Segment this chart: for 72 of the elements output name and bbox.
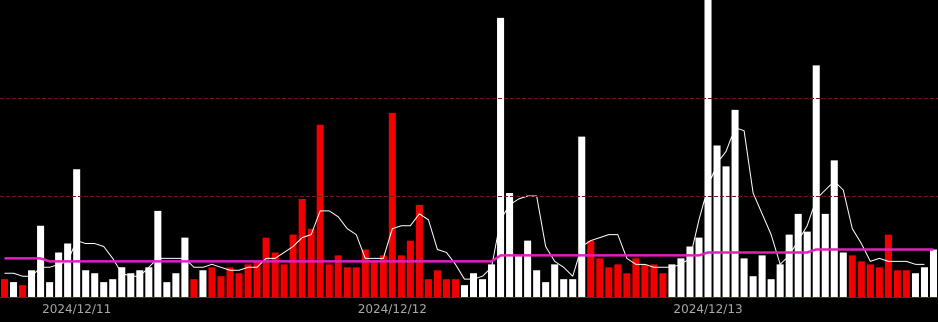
bar [163,282,170,297]
bar [362,249,369,297]
bar [254,261,261,297]
bar [398,255,405,297]
bar [82,270,90,297]
bar [262,238,270,297]
bar [560,279,568,297]
bar [641,264,648,297]
bar [515,255,522,297]
bar [866,264,874,297]
bar [840,252,847,297]
bar [442,279,450,297]
bar [272,252,279,297]
bar [876,267,883,297]
bar [605,267,612,297]
bar [524,240,532,297]
bar [632,258,640,297]
bar [172,273,180,297]
bar [208,267,216,297]
bar [298,198,306,297]
bar [884,234,892,297]
bar [388,112,396,297]
bar [623,273,630,297]
bar [199,270,206,297]
bar [190,279,198,297]
bar [542,282,550,297]
bar [894,270,901,297]
bar [217,276,224,297]
bar [768,279,775,297]
bar [10,282,18,297]
bar [858,261,865,297]
bar [533,270,540,297]
bar [424,279,432,297]
bar [308,228,315,297]
bar [758,255,766,297]
bar [722,166,730,297]
bar [848,255,856,297]
bar [91,273,98,297]
bar [0,279,8,297]
bar [659,273,666,297]
bar [920,267,928,297]
bar [326,264,333,297]
x-tick-label: 2024/12/13 [673,302,743,316]
bar [316,124,324,297]
bar [740,258,748,297]
bar [226,267,234,297]
bar [596,258,604,297]
bar [380,255,387,297]
bar [434,270,441,297]
bar [650,264,658,297]
x-tick-label: 2024/12/12 [358,302,427,316]
bar [235,273,243,297]
bar [244,264,252,297]
bar [750,276,757,297]
bar [370,261,378,297]
bar [460,285,468,297]
bar [452,279,459,297]
bar [912,273,919,297]
bar [569,279,576,297]
bar [290,234,297,297]
bar [46,282,54,297]
bar [930,249,938,297]
x-tick-label: 2024/12/11 [42,302,112,316]
bar [416,204,423,297]
bar [100,282,108,297]
bar [614,264,622,297]
bar [587,240,594,297]
bar [280,264,288,297]
bar [19,285,26,297]
bar [902,270,910,297]
bar [334,255,342,297]
bar [406,240,414,297]
